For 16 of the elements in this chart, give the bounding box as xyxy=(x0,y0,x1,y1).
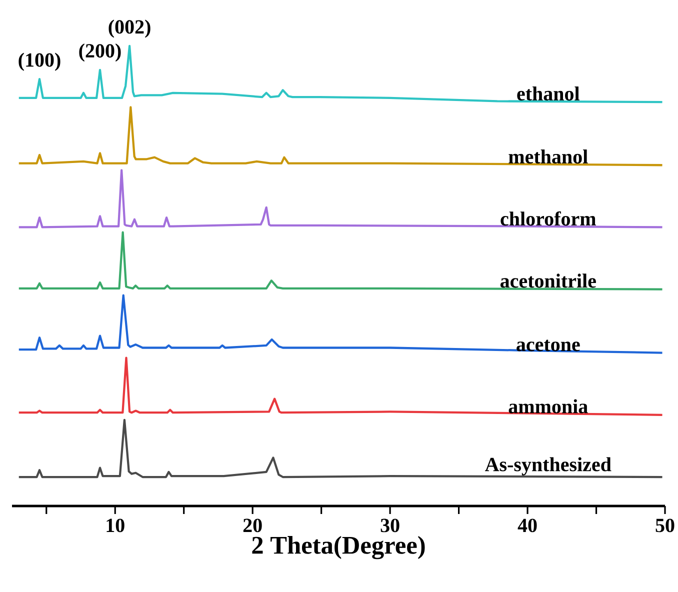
series-label: methanol xyxy=(508,149,588,164)
series-label: ammonia xyxy=(508,399,588,414)
series-label: As-synthesized xyxy=(485,457,612,476)
x-tick-label: 20 xyxy=(243,518,262,532)
annotation: (100) xyxy=(18,52,60,71)
series-label: acetonitrile xyxy=(500,274,596,288)
annotation: (200) xyxy=(79,44,121,62)
x-axis-title: 2 Theta(Degree) xyxy=(252,536,425,560)
series-label: acetone xyxy=(516,340,580,352)
x-tick-label: 10 xyxy=(106,518,124,532)
x-tick-label: 40 xyxy=(518,518,537,532)
x-tick-label: 50 xyxy=(656,518,674,532)
annotation: (002) xyxy=(108,20,150,38)
x-tick-label: 30 xyxy=(380,518,400,532)
series-label: chloroform xyxy=(500,211,596,226)
series-label: ethanol xyxy=(517,86,580,101)
